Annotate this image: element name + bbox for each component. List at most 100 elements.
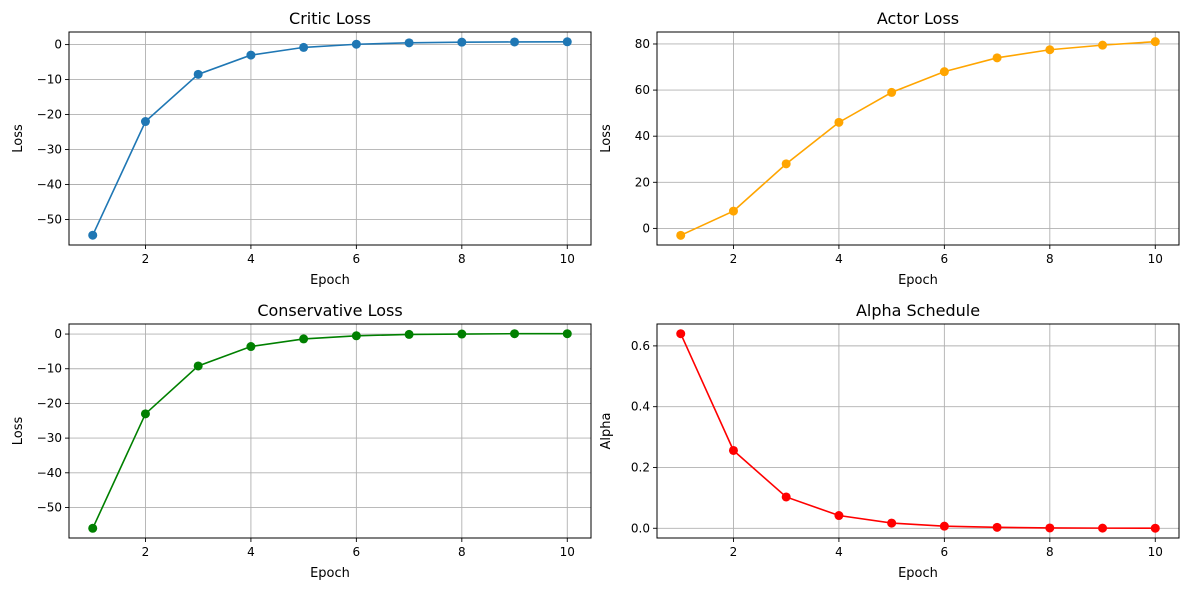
subplot-1: 2 4 6 8 10 0 −10 −20 −30 −40 −50 Critic Loss Epoch Lo… <box>11 9 592 288</box>
data-point <box>193 361 203 371</box>
x-axis-label: Epoch <box>898 566 938 581</box>
data-point <box>351 39 361 49</box>
data-point <box>510 329 520 339</box>
y-tick-label: −30 <box>37 143 62 157</box>
chart-title: Critic Loss <box>289 9 371 28</box>
x-tick-label: 10 <box>1148 545 1163 559</box>
x-tick-label: 2 <box>142 545 150 559</box>
y-tick-label: 0 <box>54 38 62 52</box>
x-tick-label: 4 <box>247 252 255 266</box>
y-tick-label: −10 <box>37 362 62 376</box>
data-point <box>1098 523 1108 533</box>
y-axis-label: Loss <box>599 124 614 153</box>
data-point <box>562 37 572 47</box>
y-tick-label: −40 <box>37 177 62 191</box>
data-point <box>457 37 467 47</box>
data-point <box>299 334 309 344</box>
data-point <box>728 445 738 455</box>
x-tick-label: 10 <box>560 545 575 559</box>
data-point <box>1045 45 1055 55</box>
x-tick-label: 8 <box>458 545 466 559</box>
y-tick-label: 0 <box>54 327 62 341</box>
data-point <box>140 409 150 419</box>
x-axis-label: Epoch <box>898 273 938 288</box>
x-tick-label: 6 <box>353 252 361 266</box>
series-line <box>680 40 1156 237</box>
data-point <box>939 521 949 531</box>
x-tick-label: 4 <box>835 545 843 559</box>
axes-frame <box>656 323 1180 539</box>
x-tick-label: 10 <box>1148 252 1163 266</box>
data-point <box>404 38 414 48</box>
data-point <box>457 329 467 339</box>
x-tick-label: 8 <box>458 252 466 266</box>
series-line <box>92 332 568 529</box>
y-tick-label: −30 <box>37 431 62 445</box>
data-point <box>992 53 1002 63</box>
data-point <box>676 329 686 339</box>
series-line <box>679 333 1156 530</box>
y-tick-label: 80 <box>635 37 650 51</box>
data-point <box>193 69 203 79</box>
data-point <box>404 329 414 339</box>
data-point <box>834 117 844 127</box>
x-axis-label: Epoch <box>310 273 350 288</box>
x-tick-label: 6 <box>353 545 361 559</box>
x-axis-label: Epoch <box>310 566 350 581</box>
data-point <box>88 230 98 240</box>
data-point <box>781 492 791 502</box>
y-axis-label: Loss <box>11 124 26 153</box>
y-tick-label: 0.4 <box>631 400 650 414</box>
x-tick-label: 6 <box>941 545 949 559</box>
x-tick-label: 8 <box>1046 545 1054 559</box>
y-tick-label: 40 <box>635 129 650 143</box>
data-point <box>1045 523 1055 533</box>
data-point <box>939 67 949 77</box>
y-tick-label: −20 <box>37 396 62 410</box>
y-tick-label: −50 <box>37 212 62 226</box>
y-tick-label: 0.0 <box>631 521 650 535</box>
subplot-2: 2 4 6 8 10 0 20 40 60 80 Actor Loss Epoch Loss <box>599 9 1180 288</box>
axes-frame <box>68 323 592 539</box>
data-point <box>887 87 897 97</box>
y-tick-label: −40 <box>37 466 62 480</box>
data-point <box>992 522 1002 532</box>
subplot-4: 2 4 6 8 10 0.0 0.2 0.4 0.6 Alpha Schedule Epoch Alp… <box>599 301 1180 581</box>
data-point <box>728 206 738 216</box>
y-tick-label: 0.6 <box>631 339 650 353</box>
y-axis-label: Loss <box>11 417 26 446</box>
data-point <box>510 37 520 47</box>
data-point <box>781 159 791 169</box>
y-tick-label: 20 <box>635 175 650 189</box>
data-point <box>1098 40 1108 50</box>
y-tick-label: 60 <box>635 83 650 97</box>
data-point <box>246 342 256 352</box>
data-point <box>88 523 98 533</box>
chart-title: Conservative Loss <box>257 301 402 320</box>
y-tick-label: −20 <box>37 108 62 122</box>
y-tick-label: 0 <box>642 221 650 235</box>
data-point <box>1150 523 1160 533</box>
y-tick-label: −50 <box>37 500 62 514</box>
data-point <box>351 331 361 341</box>
data-point <box>140 117 150 127</box>
series-line <box>92 40 568 236</box>
subplot-3: 2 4 6 8 10 0 −10 −20 −30 −40 −50 Conservative Loss E… <box>11 301 592 581</box>
data-point <box>1150 37 1160 47</box>
x-tick-label: 8 <box>1046 252 1054 266</box>
axes-frame <box>656 31 1180 246</box>
data-point <box>887 518 897 528</box>
data-point <box>246 50 256 60</box>
chart-title: Actor Loss <box>877 9 959 28</box>
y-tick-label: 0.2 <box>631 460 650 474</box>
x-tick-label: 6 <box>941 252 949 266</box>
x-tick-label: 4 <box>835 252 843 266</box>
data-point <box>299 42 309 52</box>
x-tick-label: 2 <box>730 545 738 559</box>
data-point <box>676 230 686 240</box>
y-tick-label: −10 <box>37 73 62 87</box>
x-tick-label: 2 <box>142 252 150 266</box>
chart-title: Alpha Schedule <box>856 301 980 320</box>
data-point <box>834 511 844 521</box>
